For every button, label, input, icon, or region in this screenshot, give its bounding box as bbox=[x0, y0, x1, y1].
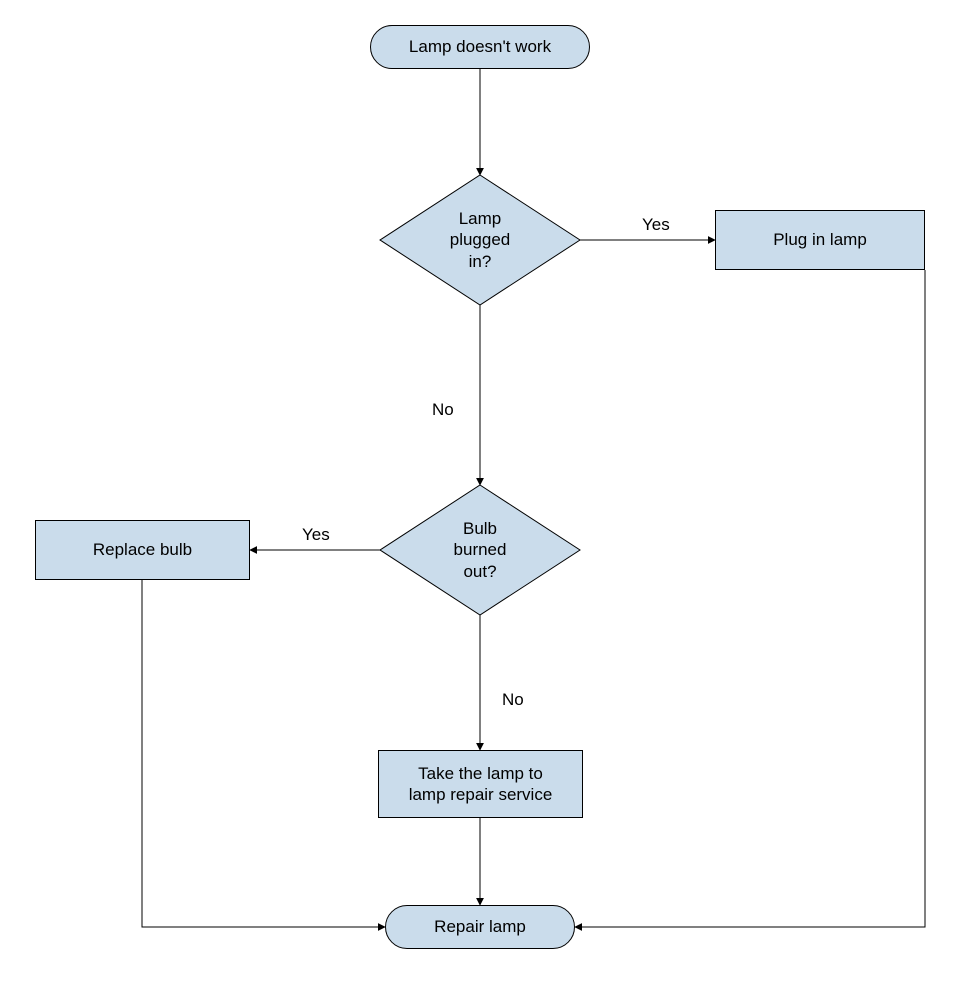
decision-plugged bbox=[380, 175, 580, 305]
flowchart-svg bbox=[0, 0, 967, 998]
edge-label-bulb-replace: Yes bbox=[300, 525, 332, 545]
node-label: Repair lamp bbox=[434, 916, 526, 937]
node-label: Lamp doesn't work bbox=[409, 36, 551, 57]
terminator-start: Lamp doesn't work bbox=[370, 25, 590, 69]
edge-replace-end bbox=[142, 580, 385, 927]
edge-label-bulb-service: No bbox=[500, 690, 526, 710]
edge-label-plugged-plugin: Yes bbox=[640, 215, 672, 235]
process-plugin: Plug in lamp bbox=[715, 210, 925, 270]
node-label: Take the lamp tolamp repair service bbox=[409, 763, 553, 806]
node-label: Replace bulb bbox=[93, 539, 192, 560]
terminator-end: Repair lamp bbox=[385, 905, 575, 949]
process-replace: Replace bulb bbox=[35, 520, 250, 580]
flowchart-canvas: Lamp doesn't workLamppluggedin?Plug in l… bbox=[0, 0, 967, 998]
decision-bulb bbox=[380, 485, 580, 615]
node-label: Plug in lamp bbox=[773, 229, 867, 250]
process-service: Take the lamp tolamp repair service bbox=[378, 750, 583, 818]
edge-plugin-end bbox=[575, 270, 925, 927]
edge-label-plugged-bulb: No bbox=[430, 400, 456, 420]
